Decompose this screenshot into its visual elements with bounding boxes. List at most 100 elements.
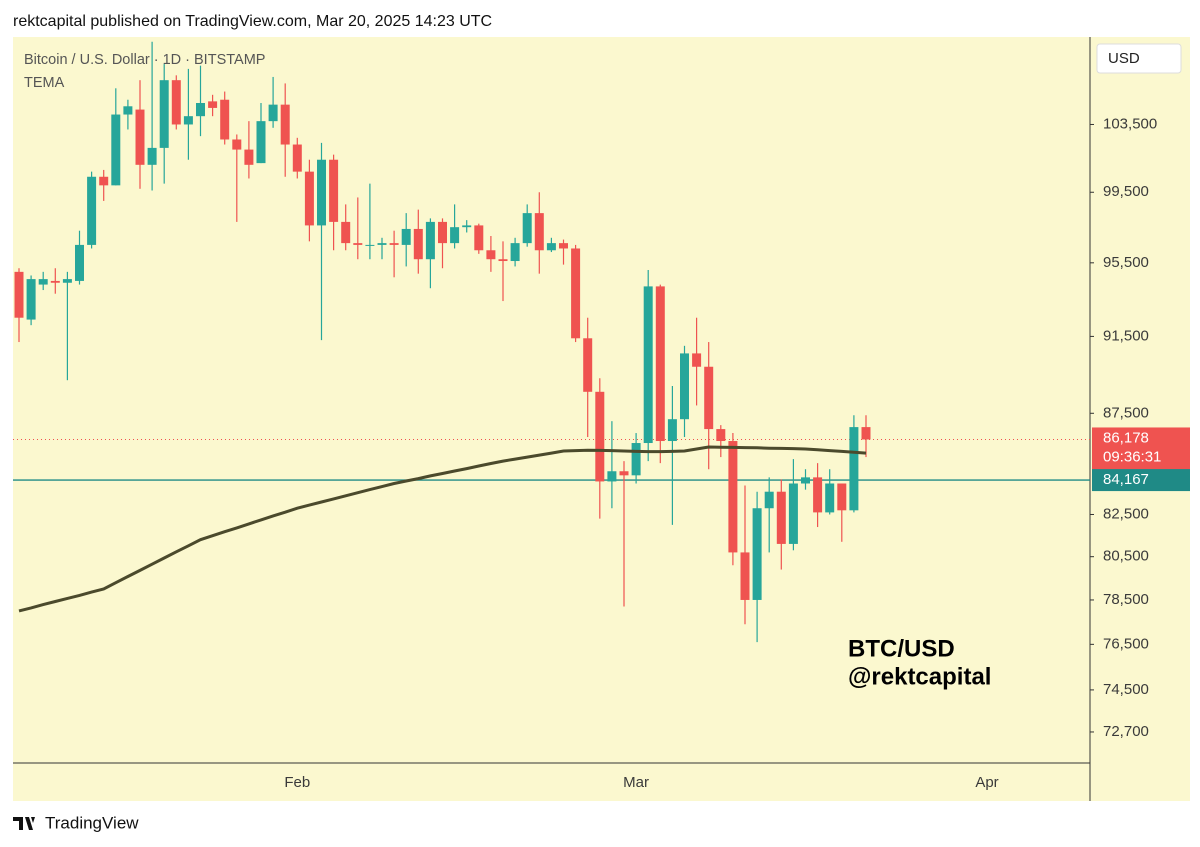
candle-body xyxy=(99,176,109,186)
hline-box xyxy=(1092,469,1190,492)
last-price-box xyxy=(1092,427,1190,470)
candle-body xyxy=(716,429,726,442)
candle-body xyxy=(244,149,254,165)
candle-body xyxy=(788,483,798,544)
y-tick-label: 74,500 xyxy=(1103,681,1149,698)
candle-body xyxy=(111,114,121,186)
candle-body xyxy=(123,106,133,115)
candle-body xyxy=(837,483,847,511)
candle-body xyxy=(595,391,605,482)
candle-body xyxy=(571,248,581,339)
y-tick-label: 87,500 xyxy=(1103,404,1149,421)
y-tick-label: 103,500 xyxy=(1103,115,1157,132)
candle-body xyxy=(764,491,774,509)
candle-body xyxy=(559,243,568,249)
candle-body xyxy=(752,508,762,600)
last-price-label: 86,178 xyxy=(1103,429,1149,446)
candle-body xyxy=(232,139,242,150)
candle-body xyxy=(171,80,181,125)
candle-body xyxy=(196,103,205,117)
candle-body xyxy=(292,144,302,172)
candle-body xyxy=(728,441,738,553)
candle-body xyxy=(522,213,532,244)
candle-body xyxy=(631,443,641,476)
candle-body xyxy=(462,225,472,228)
currency[interactable]: USD xyxy=(1108,50,1140,67)
candle-body xyxy=(534,213,544,251)
candle-body xyxy=(62,279,72,283)
candle-body xyxy=(438,221,447,244)
candle-body xyxy=(401,228,411,245)
chart-title: Bitcoin / U.S. Dollar · 1D · BITSTAMP xyxy=(24,52,265,68)
header: rektcapital published on TradingView.com… xyxy=(13,13,492,30)
y-tick-label: 72,700 xyxy=(1103,723,1149,740)
hline-label: 84,167 xyxy=(1103,471,1149,488)
y-tick-label: 91,500 xyxy=(1103,327,1149,344)
candle-body xyxy=(486,250,496,260)
candle-body xyxy=(389,243,399,245)
y-tick-label: 95,500 xyxy=(1103,254,1149,271)
candle-body xyxy=(583,338,593,392)
annotation: @rektcapital xyxy=(848,663,991,690)
y-tick-label: 76,500 xyxy=(1103,635,1149,652)
candle-body xyxy=(849,427,859,511)
candle-body xyxy=(861,427,871,440)
candle-body xyxy=(135,109,145,165)
candle-body xyxy=(498,259,508,262)
candle-body xyxy=(26,279,36,320)
candle-body xyxy=(377,243,387,245)
candle-body xyxy=(50,280,60,283)
candle-body xyxy=(801,477,810,484)
candle-body xyxy=(510,243,520,262)
y-tick-label: 82,500 xyxy=(1103,505,1149,522)
candle-body xyxy=(607,471,617,482)
candle-body xyxy=(776,491,786,544)
candle-body xyxy=(825,483,835,513)
y-tick-label: 99,500 xyxy=(1103,183,1149,200)
candle-body xyxy=(643,286,653,444)
x-tick-label: Apr xyxy=(975,774,998,791)
y-tick-label: 80,500 xyxy=(1103,548,1149,565)
candle-body xyxy=(317,159,326,226)
x-tick-label: Mar xyxy=(623,774,649,791)
candle-body xyxy=(655,286,665,442)
indicator-label: TEMA xyxy=(24,75,65,91)
x-tick-label: Feb xyxy=(284,774,310,791)
currency-box[interactable] xyxy=(1096,43,1182,74)
candle-body xyxy=(740,552,750,600)
candle-body xyxy=(619,471,629,476)
candle-body xyxy=(692,353,702,367)
candle-body xyxy=(14,271,24,318)
candles xyxy=(14,41,871,643)
y-tick-label: 78,500 xyxy=(1103,591,1149,608)
candle-body xyxy=(425,221,435,260)
candle-body xyxy=(704,366,714,430)
candle-body xyxy=(87,176,97,245)
candle-body xyxy=(147,147,157,165)
candle-body xyxy=(183,116,193,125)
candle-body xyxy=(208,101,218,108)
candle-body xyxy=(667,419,677,442)
candle-body xyxy=(268,104,278,122)
candle-body xyxy=(365,244,375,246)
annotation: BTC/USD xyxy=(848,635,955,662)
candle-body xyxy=(474,225,484,251)
candle-body xyxy=(304,171,314,226)
candle-body xyxy=(38,279,48,285)
brand-logo xyxy=(13,817,35,830)
candle-body xyxy=(353,243,363,245)
tema-line xyxy=(18,445,867,613)
candle-body xyxy=(813,477,823,513)
countdown: 09:36:31 xyxy=(1103,448,1161,465)
candle-body xyxy=(159,80,169,148)
brand: TradingView xyxy=(45,813,139,832)
candle-body xyxy=(450,227,460,244)
candle-body xyxy=(341,221,351,244)
candle-body xyxy=(280,104,290,145)
candle-body xyxy=(75,244,84,281)
candle-body xyxy=(256,121,266,164)
candle-body xyxy=(546,243,556,251)
candle-body xyxy=(680,353,689,420)
